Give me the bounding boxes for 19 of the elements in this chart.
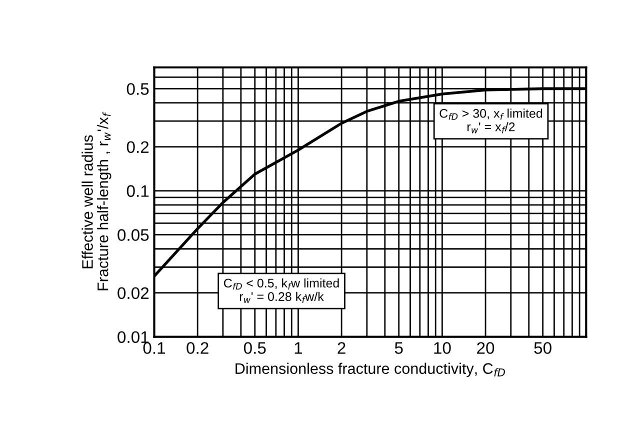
x-tick-label: 50 (534, 342, 552, 354)
y-tick-label: 0.5 (126, 83, 149, 95)
x-tick-label: 0.5 (244, 342, 266, 354)
x-tick-label: 20 (477, 342, 494, 354)
y-tick-label: 0.05 (118, 229, 149, 241)
y-tick-label: 0.2 (126, 141, 149, 154)
x-tick-label: 10 (434, 342, 451, 354)
x-tick-label: 2 (338, 342, 346, 354)
x-tick-label: 0.2 (186, 342, 208, 354)
text: C$_{fD}$ > 30, x$_{f}$ limited r$_{w}$' = x$_{f}$/2 (440, 108, 542, 134)
y-axis-title: Effective well radius Fracture half-length , r$_{w}$'/x$_{f}$ (82, 112, 112, 290)
x-tick-label: 5 (394, 342, 403, 354)
y-tick-label: 0.02 (118, 287, 149, 300)
x-axis-title: Dimensionless fracture conductivity, C$_{fD}$ (236, 362, 505, 377)
y-tick-label: 0.1 (126, 185, 149, 197)
text: C$_{fD}$ < 0.5, k$_{f}$w limited r$_{w}$' = 0.28 k$_{f}$w/k (224, 278, 339, 303)
x-tick-label: 1 (294, 342, 302, 354)
y-tick-label: 0.01 (118, 331, 149, 344)
x-tick-label: 0.1 (143, 342, 166, 354)
